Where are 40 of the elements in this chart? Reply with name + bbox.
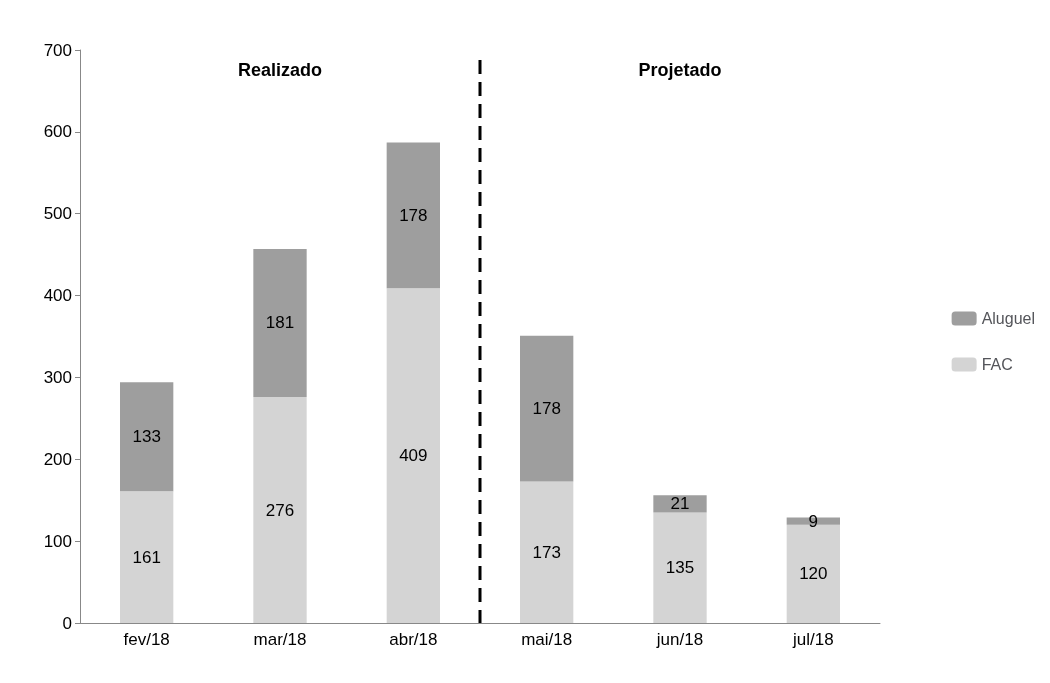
bar xyxy=(253,397,307,623)
data-label: 178 xyxy=(399,205,428,225)
y-tick-label: 600 xyxy=(43,122,72,142)
y-tick-label: 700 xyxy=(43,40,72,60)
data-label: 161 xyxy=(132,547,161,567)
bar xyxy=(386,142,440,289)
y-tick-label: 300 xyxy=(43,367,72,387)
data-label: 21 xyxy=(670,494,690,514)
data-label: 133 xyxy=(132,427,161,447)
annotation: Realizado xyxy=(237,60,323,80)
x-tick-label: mar/18 xyxy=(253,630,307,649)
y-tick-label: 400 xyxy=(43,286,72,306)
data-label: 409 xyxy=(399,446,428,466)
data-label: 178 xyxy=(532,399,561,419)
x-tick-label: jun/18 xyxy=(655,630,704,649)
legend-label: FAC xyxy=(981,356,1013,373)
y-tick-label: 200 xyxy=(43,449,72,469)
x-tick-label: abr/18 xyxy=(389,630,438,649)
x-tick-label: jul/18 xyxy=(792,630,834,649)
data-label: 181 xyxy=(265,313,295,333)
bar xyxy=(120,491,174,623)
data-label: 120 xyxy=(799,564,828,584)
bar xyxy=(386,288,440,623)
x-tick-label: mai/18 xyxy=(521,630,573,649)
legend-label: Aluguel xyxy=(981,310,1035,327)
x-tick-label: fev/18 xyxy=(123,630,170,649)
bar xyxy=(120,382,174,492)
y-tick-label: 500 xyxy=(43,204,72,224)
bar xyxy=(253,248,307,398)
bar xyxy=(520,481,574,623)
y-tick-label: 0 xyxy=(62,613,72,633)
data-label: 173 xyxy=(532,542,561,562)
data-label: 9 xyxy=(808,511,819,531)
bar xyxy=(520,335,574,482)
data-label: 276 xyxy=(265,500,295,520)
data-label: 135 xyxy=(665,558,695,578)
bar xyxy=(786,517,840,525)
annotation: Projetado xyxy=(638,60,722,80)
y-tick-label: 100 xyxy=(43,531,72,551)
bar xyxy=(653,512,707,623)
